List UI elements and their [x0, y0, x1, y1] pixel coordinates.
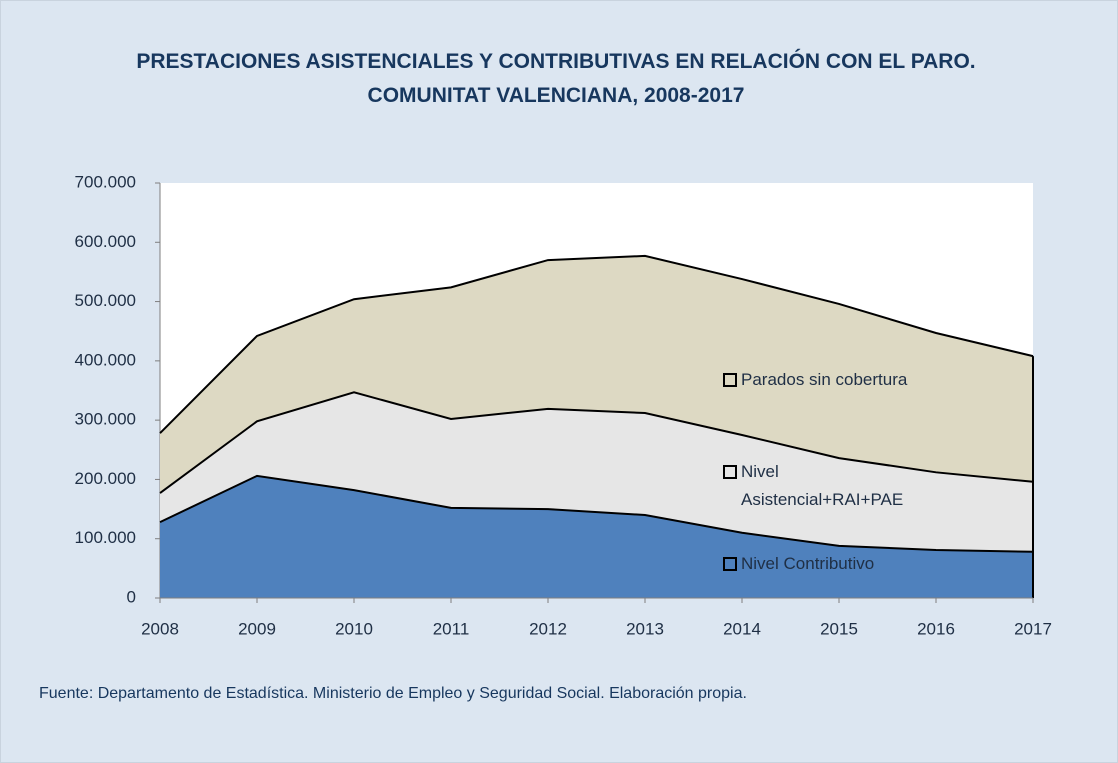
x-tick-label: 2010 [335, 619, 373, 638]
x-tick-label: 2017 [1014, 619, 1052, 638]
y-tick-label: 200.000 [75, 469, 136, 488]
y-tick-label: 300.000 [75, 410, 136, 429]
x-tick-label: 2013 [626, 619, 664, 638]
x-tick-label: 2009 [238, 619, 276, 638]
x-tick-label: 2011 [433, 619, 470, 638]
y-tick-label: 0 [127, 587, 136, 606]
y-tick-label: 500.000 [75, 291, 136, 310]
y-tick-label: 700.000 [75, 172, 136, 191]
area [160, 392, 1033, 552]
legend-swatch [723, 373, 737, 387]
y-tick-label: 600.000 [75, 232, 136, 251]
legend-label: Parados sin cobertura [741, 370, 908, 389]
chart-title: PRESTACIONES ASISTENCIALES Y CONTRIBUTIV… [136, 50, 976, 107]
x-tick-label: 2016 [917, 619, 955, 638]
legend-swatch [723, 557, 737, 571]
x-tick-label: 2008 [141, 619, 179, 638]
area [160, 475, 1033, 598]
area-edge [159, 254, 1034, 434]
y-tick-label: 400.000 [75, 350, 136, 369]
area [160, 255, 1033, 494]
y-tick-label: 100.000 [75, 528, 136, 547]
legend-label: Nivel Contributivo [741, 554, 875, 573]
x-tick-label: 2014 [723, 619, 761, 638]
legend-label: Nivel Asistencial+RAI+PAE [741, 462, 904, 509]
source-note: Fuente: Departamento de Estadística. Min… [39, 685, 747, 702]
x-tick-label: 2012 [529, 619, 567, 638]
legend-swatch [723, 465, 737, 479]
x-tick-label: 2015 [820, 619, 858, 638]
area-edge [159, 474, 1034, 553]
area-edge [159, 391, 1034, 494]
